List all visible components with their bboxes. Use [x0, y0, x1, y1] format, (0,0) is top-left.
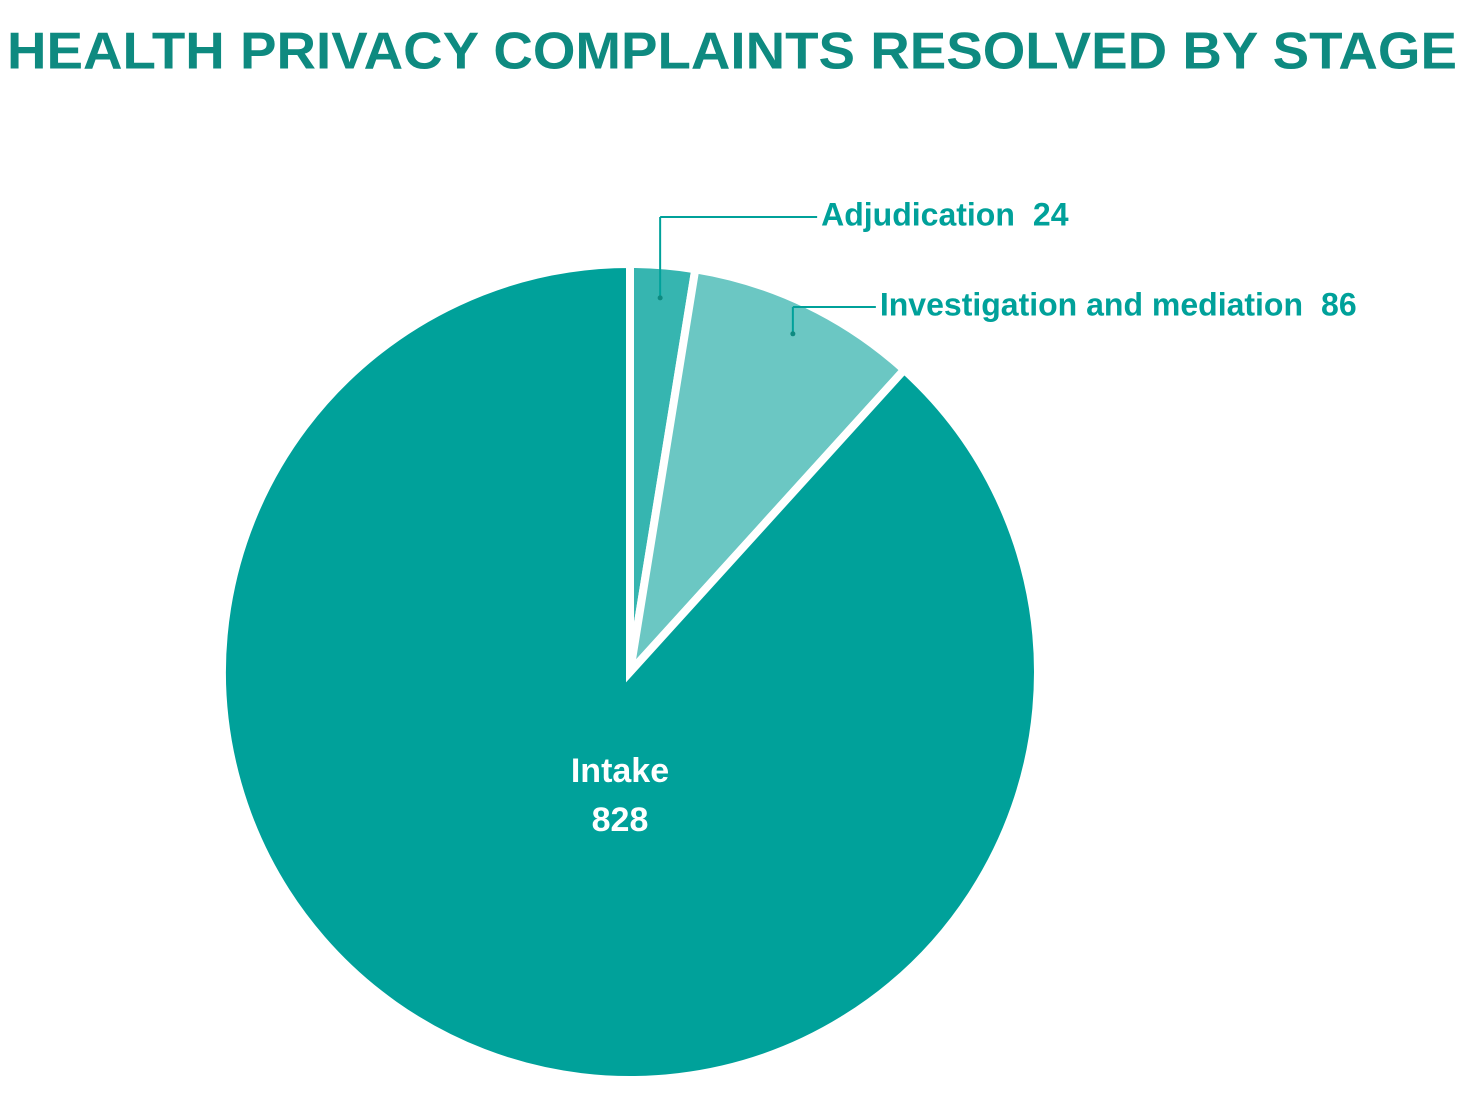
slice-label: Adjudication [821, 196, 1015, 232]
slice-value: 24 [1033, 196, 1069, 232]
slice-label: Investigation and mediation [880, 286, 1303, 322]
leader-dot [657, 295, 663, 301]
leader-dot [790, 331, 796, 337]
slice-value: 828 [592, 801, 649, 839]
chart-title: HEALTH PRIVACY COMPLAINTS RESOLVED BY ST… [7, 23, 1457, 81]
pie-slice [623, 264, 910, 685]
slice-label: Intake [571, 752, 669, 790]
slice-value: 86 [1321, 286, 1357, 322]
pie-slice [218, 259, 1042, 1084]
